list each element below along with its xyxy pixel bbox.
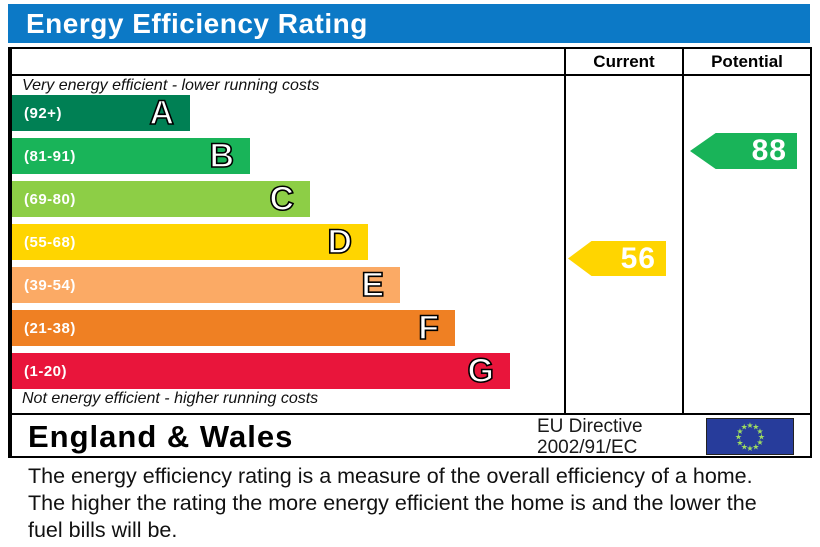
footer-divider-line	[8, 413, 812, 415]
band-letter: C	[269, 180, 295, 218]
band-d: (55-68) D	[12, 224, 368, 260]
rating-bands: (92+) A (81-91) B (69-80) C (55-68) D (39-54) E (2…	[12, 95, 510, 396]
band-letter: B	[209, 137, 235, 175]
band-letter: F	[417, 309, 439, 347]
region-label: England & Wales	[28, 419, 294, 454]
svg-text:★: ★	[756, 438, 763, 447]
svg-text:★: ★	[735, 433, 742, 442]
svg-text:★: ★	[752, 423, 759, 432]
chart-left-border	[8, 47, 12, 458]
potential-rating-value: 88	[751, 134, 787, 167]
band-range-label: (69-80)	[24, 190, 76, 208]
band-g: (1-20) G	[12, 353, 510, 389]
potential-column-divider	[682, 47, 684, 415]
svg-text:★: ★	[756, 427, 763, 436]
band-letter: E	[361, 266, 385, 304]
svg-text:★: ★	[758, 433, 765, 442]
eu-flag-icon: ★ ★ ★ ★ ★ ★ ★ ★ ★ ★ ★ ★	[706, 418, 794, 455]
very-efficient-note: Very energy efficient - lower running co…	[22, 77, 320, 94]
eu-directive-line2: 2002/91/EC	[537, 437, 638, 458]
eu-directive-label: EU Directive 2002/91/EC	[537, 416, 643, 458]
current-rating-arrow: 56	[568, 241, 666, 276]
band-range-label: (92+)	[24, 104, 62, 122]
band-b: (81-91) B	[12, 138, 250, 174]
svg-text:★: ★	[746, 421, 753, 430]
current-column-divider	[564, 47, 566, 415]
band-a: (92+) A	[12, 95, 190, 131]
title-bar: Energy Efficiency Rating	[8, 4, 810, 43]
potential-rating-arrow: 88	[690, 133, 797, 169]
header-divider-line	[8, 74, 812, 76]
chart-description: The energy efficiency rating is a measur…	[28, 464, 765, 542]
current-rating-value: 56	[620, 241, 656, 275]
band-range-label: (21-38)	[24, 319, 76, 337]
svg-text:★: ★	[736, 427, 743, 436]
band-range-label: (39-54)	[24, 276, 76, 294]
band-letter: D	[327, 223, 353, 261]
potential-column-header: Potential	[711, 51, 783, 71]
band-e: (39-54) E	[12, 267, 400, 303]
band-range-label: (55-68)	[24, 233, 76, 251]
band-letter: G	[467, 352, 495, 390]
band-c: (69-80) C	[12, 181, 310, 217]
eu-directive-line1: EU Directive	[537, 416, 643, 437]
not-efficient-note: Not energy efficient - higher running co…	[22, 390, 319, 407]
svg-text:★: ★	[746, 444, 753, 453]
svg-text:★: ★	[752, 443, 759, 452]
band-f: (21-38) F	[12, 310, 455, 346]
page-title: Energy Efficiency Rating	[26, 7, 368, 39]
svg-text:★: ★	[741, 443, 748, 452]
svg-text:★: ★	[741, 423, 748, 432]
band-range-label: (81-91)	[24, 147, 76, 165]
band-range-label: (1-20)	[24, 362, 68, 380]
svg-text:★: ★	[736, 438, 743, 447]
current-column-header: Current	[593, 51, 655, 71]
band-letter: A	[149, 94, 175, 132]
